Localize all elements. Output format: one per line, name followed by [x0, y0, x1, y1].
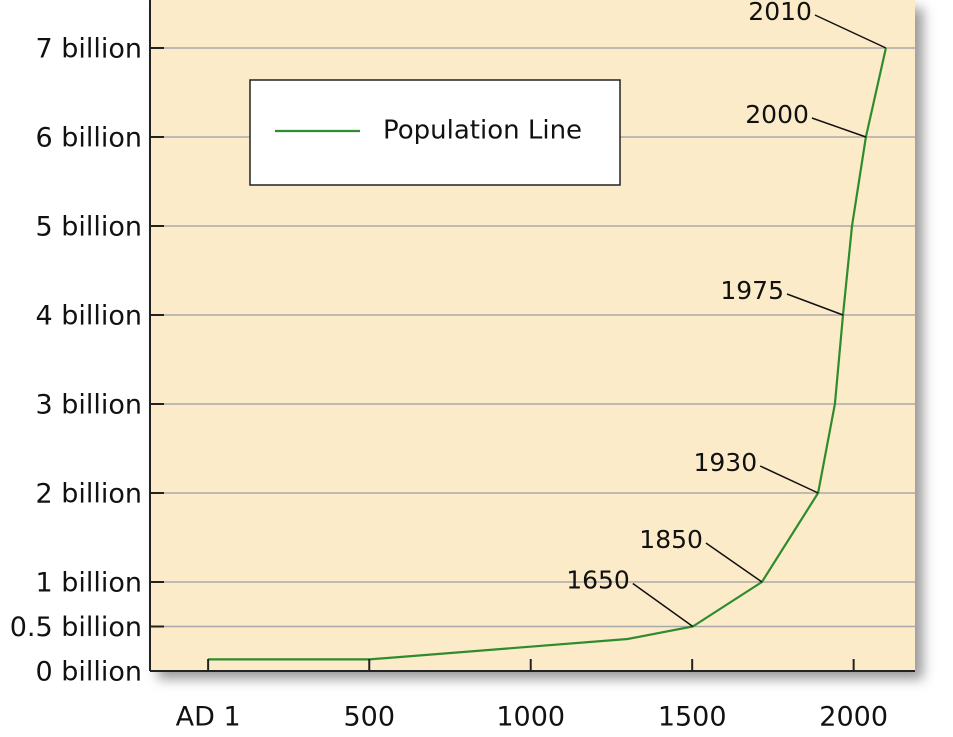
legend-box: [249, 79, 621, 186]
leader-line: [705, 542, 763, 583]
y-tick-label: 1 billion: [35, 568, 142, 599]
x-tick-label: 1000: [496, 702, 565, 733]
y-tick-label: 0 billion: [35, 657, 142, 688]
x-tick-label: 2000: [819, 702, 888, 733]
y-tick-label: 3 billion: [35, 390, 142, 421]
leader-line: [759, 465, 819, 494]
y-tick-label: 4 billion: [35, 301, 142, 332]
leader-line: [811, 117, 867, 138]
annotation: 1650: [566, 566, 630, 595]
x-tick-label: 1500: [658, 702, 727, 733]
annotation: 2000: [745, 100, 809, 129]
leader-line: [786, 293, 844, 316]
annotation: 1930: [693, 448, 757, 477]
y-tick-label: 5 billion: [35, 212, 142, 243]
annotation: 1975: [720, 276, 784, 305]
legend: Population Line: [249, 79, 621, 186]
y-tick-label: 7 billion: [35, 34, 142, 65]
x-tick-label: 500: [343, 702, 395, 733]
leader-line: [632, 582, 694, 628]
y-tick-label: 6 billion: [35, 123, 142, 154]
y-tick-label: 2 billion: [35, 479, 142, 510]
leader-line: [814, 14, 887, 49]
annotation: 1850: [639, 525, 703, 554]
y-tick-label: 0.5 billion: [10, 612, 142, 643]
x-tick-label: AD 1: [176, 702, 241, 733]
annotation: 2010: [748, 0, 812, 26]
legend-label: Population Line: [383, 116, 582, 146]
